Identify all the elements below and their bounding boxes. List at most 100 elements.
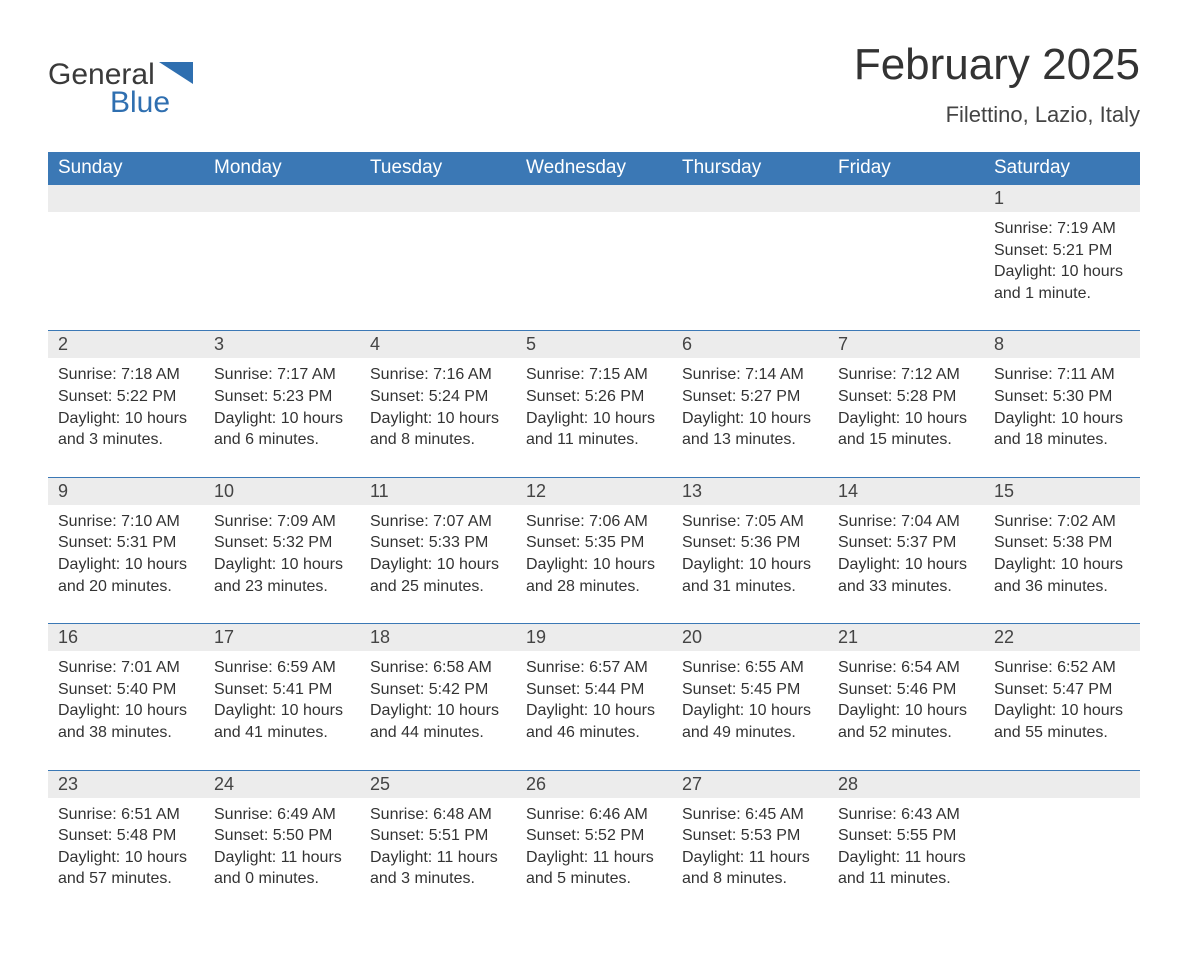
day-number-cell [204,185,360,213]
sunrise-text: Sunrise: 6:54 AM [838,657,974,679]
sunrise-text: Sunrise: 6:49 AM [214,804,350,826]
day-content-cell: Sunrise: 7:10 AMSunset: 5:31 PMDaylight:… [48,505,204,624]
day-content-cell: Sunrise: 6:58 AMSunset: 5:42 PMDaylight:… [360,651,516,770]
daynum-row: 2345678 [48,331,1140,359]
daylight-text: Daylight: 10 hours and 44 minutes. [370,700,506,743]
day-number-cell: 20 [672,624,828,652]
calendar-table: Sunday Monday Tuesday Wednesday Thursday… [48,152,1140,916]
day-content-cell: Sunrise: 6:49 AMSunset: 5:50 PMDaylight:… [204,798,360,916]
day-content-cell [48,212,204,331]
day-number-cell: 1 [984,185,1140,213]
sunset-text: Sunset: 5:44 PM [526,679,662,701]
sunrise-text: Sunrise: 7:14 AM [682,364,818,386]
sunrise-text: Sunrise: 7:09 AM [214,511,350,533]
day-number-cell [672,185,828,213]
day-content-cell: Sunrise: 7:04 AMSunset: 5:37 PMDaylight:… [828,505,984,624]
content-row: Sunrise: 7:10 AMSunset: 5:31 PMDaylight:… [48,505,1140,624]
day-number-cell: 7 [828,331,984,359]
day-number-cell: 23 [48,770,204,798]
sunset-text: Sunset: 5:53 PM [682,825,818,847]
day-content-cell: Sunrise: 6:48 AMSunset: 5:51 PMDaylight:… [360,798,516,916]
brand-logo: General Blue [48,58,193,120]
day-content-cell: Sunrise: 7:05 AMSunset: 5:36 PMDaylight:… [672,505,828,624]
sunset-text: Sunset: 5:32 PM [214,532,350,554]
day-number-cell: 5 [516,331,672,359]
sunset-text: Sunset: 5:55 PM [838,825,974,847]
col-sunday: Sunday [48,152,204,185]
day-number-cell [984,770,1140,798]
day-content-cell [828,212,984,331]
daylight-text: Daylight: 10 hours and 8 minutes. [370,408,506,451]
day-number: 21 [838,627,858,647]
sunset-text: Sunset: 5:23 PM [214,386,350,408]
day-content-cell: Sunrise: 6:51 AMSunset: 5:48 PMDaylight:… [48,798,204,916]
day-number-cell: 13 [672,477,828,505]
day-number-cell: 25 [360,770,516,798]
weekday-header-row: Sunday Monday Tuesday Wednesday Thursday… [48,152,1140,185]
day-number: 11 [370,481,389,501]
day-number: 5 [526,334,536,354]
day-content-cell: Sunrise: 7:02 AMSunset: 5:38 PMDaylight:… [984,505,1140,624]
page-subtitle: Filettino, Lazio, Italy [854,102,1140,128]
sunset-text: Sunset: 5:30 PM [994,386,1130,408]
daylight-text: Daylight: 11 hours and 0 minutes. [214,847,350,890]
col-tuesday: Tuesday [360,152,516,185]
day-number: 12 [526,481,546,501]
col-thursday: Thursday [672,152,828,185]
flag-icon [159,62,193,84]
day-content-cell [360,212,516,331]
day-number-cell [360,185,516,213]
day-number: 22 [994,627,1014,647]
day-content-cell: Sunrise: 7:09 AMSunset: 5:32 PMDaylight:… [204,505,360,624]
sunset-text: Sunset: 5:33 PM [370,532,506,554]
col-saturday: Saturday [984,152,1140,185]
sunrise-text: Sunrise: 7:02 AM [994,511,1130,533]
day-number: 26 [526,774,546,794]
day-content-cell: Sunrise: 6:59 AMSunset: 5:41 PMDaylight:… [204,651,360,770]
day-number-cell: 16 [48,624,204,652]
sunrise-text: Sunrise: 6:57 AM [526,657,662,679]
sunrise-text: Sunrise: 6:51 AM [58,804,194,826]
sunrise-text: Sunrise: 6:52 AM [994,657,1130,679]
sunset-text: Sunset: 5:41 PM [214,679,350,701]
daylight-text: Daylight: 10 hours and 18 minutes. [994,408,1130,451]
day-number: 25 [370,774,390,794]
day-number: 27 [682,774,702,794]
sunset-text: Sunset: 5:52 PM [526,825,662,847]
sunrise-text: Sunrise: 6:48 AM [370,804,506,826]
daylight-text: Daylight: 10 hours and 52 minutes. [838,700,974,743]
sunrise-text: Sunrise: 6:55 AM [682,657,818,679]
day-number: 1 [994,188,1004,208]
sunrise-text: Sunrise: 7:11 AM [994,364,1130,386]
sunset-text: Sunset: 5:37 PM [838,532,974,554]
day-number-cell: 12 [516,477,672,505]
sunset-text: Sunset: 5:35 PM [526,532,662,554]
day-content-cell: Sunrise: 7:11 AMSunset: 5:30 PMDaylight:… [984,358,1140,477]
day-content-cell: Sunrise: 7:12 AMSunset: 5:28 PMDaylight:… [828,358,984,477]
day-content-cell: Sunrise: 7:16 AMSunset: 5:24 PMDaylight:… [360,358,516,477]
sunrise-text: Sunrise: 7:04 AM [838,511,974,533]
content-row: Sunrise: 7:19 AMSunset: 5:21 PMDaylight:… [48,212,1140,331]
sunrise-text: Sunrise: 7:10 AM [58,511,194,533]
day-number: 9 [58,481,68,501]
day-content-cell: Sunrise: 7:01 AMSunset: 5:40 PMDaylight:… [48,651,204,770]
day-content-cell: Sunrise: 6:55 AMSunset: 5:45 PMDaylight:… [672,651,828,770]
daynum-row: 1 [48,185,1140,213]
day-number: 3 [214,334,224,354]
day-number-cell: 26 [516,770,672,798]
daylight-text: Daylight: 10 hours and 3 minutes. [58,408,194,451]
day-content-cell: Sunrise: 6:46 AMSunset: 5:52 PMDaylight:… [516,798,672,916]
content-row: Sunrise: 6:51 AMSunset: 5:48 PMDaylight:… [48,798,1140,916]
day-number-cell: 4 [360,331,516,359]
daylight-text: Daylight: 10 hours and 33 minutes. [838,554,974,597]
day-number: 16 [58,627,78,647]
daylight-text: Daylight: 10 hours and 36 minutes. [994,554,1130,597]
day-number-cell [516,185,672,213]
day-content-cell [204,212,360,331]
daylight-text: Daylight: 10 hours and 6 minutes. [214,408,350,451]
day-number-cell: 24 [204,770,360,798]
sunset-text: Sunset: 5:22 PM [58,386,194,408]
day-content-cell [984,798,1140,916]
day-number-cell [828,185,984,213]
day-number: 4 [370,334,380,354]
